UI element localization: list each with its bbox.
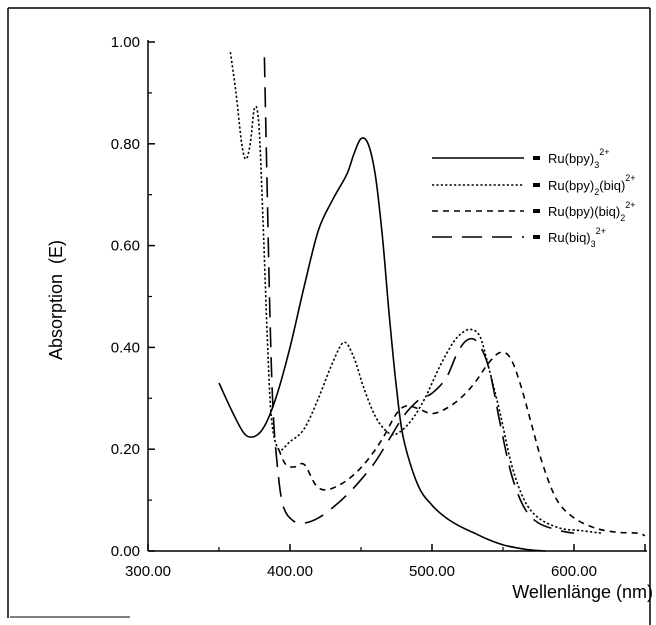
y-tick-label: 0.00 bbox=[111, 543, 140, 560]
x-tick-label: 500.00 bbox=[409, 563, 455, 580]
y-tick-label: 1.00 bbox=[111, 34, 140, 51]
series-line-4 bbox=[263, 57, 575, 534]
legend-label-4: Ru(biq)32+ bbox=[548, 226, 606, 249]
y-tick-label: 0.60 bbox=[111, 238, 140, 255]
series-line-2 bbox=[229, 52, 603, 534]
legend-marker-1 bbox=[533, 156, 540, 160]
x-tick-label: 400.00 bbox=[267, 563, 313, 580]
chart-legend: Ru(bpy)32+ Ru(bpy)2(biq)2+ Ru(bpy)(biq)22+… bbox=[432, 147, 636, 249]
y-axis-title: Absorption (E) bbox=[46, 240, 66, 360]
legend-label-3: Ru(bpy)(biq)22+ bbox=[548, 200, 636, 223]
x-tick-label: 300.00 bbox=[125, 563, 171, 580]
series-line-3 bbox=[277, 351, 646, 537]
x-axis-title: Wellenlänge (nm) bbox=[512, 582, 653, 602]
chart-ticks: 0.00 0.20 0.40 0.60 0.80 1.00 300.00 400.00 500.… bbox=[111, 34, 646, 580]
y-tick-label: 0.20 bbox=[111, 441, 140, 458]
x-tick-label: 600.00 bbox=[551, 563, 597, 580]
chart-series bbox=[218, 52, 646, 552]
chart-axes bbox=[147, 40, 647, 552]
y-tick-label: 0.40 bbox=[111, 339, 140, 356]
chart-frame bbox=[7, 7, 651, 625]
y-tick-label: 0.80 bbox=[111, 136, 140, 153]
legend-label-2: Ru(bpy)2(biq)2+ bbox=[548, 173, 636, 197]
legend-label-1: Ru(bpy)32+ bbox=[548, 147, 610, 170]
legend-marker-4 bbox=[533, 235, 540, 239]
legend-marker-2 bbox=[533, 183, 540, 187]
legend-marker-3 bbox=[533, 209, 540, 213]
